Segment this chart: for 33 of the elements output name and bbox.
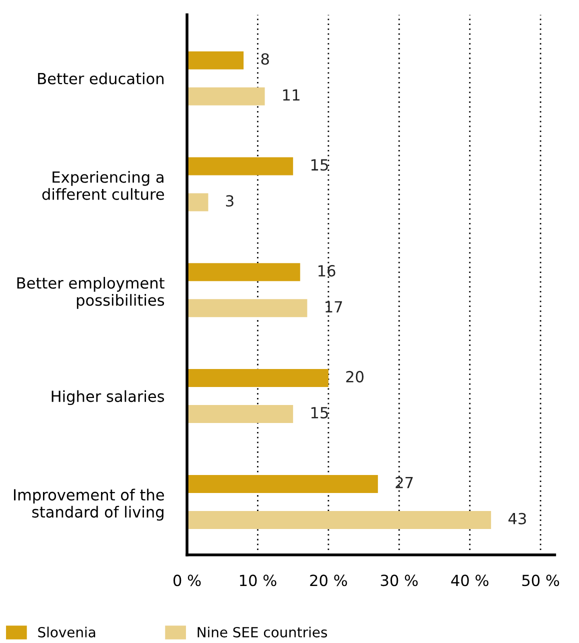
bar	[187, 87, 265, 106]
data-label: 15	[311, 159, 328, 171]
data-label: 3	[226, 195, 234, 207]
data-label: 43	[508, 512, 526, 524]
x-tick-label: 10 %	[240, 574, 276, 586]
data-label: 20	[346, 370, 364, 382]
y-tick-label: Better employment possibilities	[17, 276, 164, 309]
y-tick-label: Experiencing a different culture	[42, 171, 164, 200]
bar	[187, 193, 208, 212]
bar	[187, 405, 294, 424]
data-label: 11	[283, 89, 300, 101]
bar	[187, 157, 294, 176]
bar	[187, 299, 308, 318]
bar	[187, 510, 492, 529]
y-tick-label: Improvement of the standard of living	[14, 488, 164, 521]
legend-label: Slovenia	[38, 626, 96, 638]
data-label: 8	[261, 53, 269, 65]
bar	[187, 263, 300, 282]
x-tick-label: 30 %	[380, 574, 418, 586]
x-tick-label: 50 %	[522, 574, 560, 586]
legend-label: Nine SEE countries	[198, 626, 328, 638]
bar	[187, 474, 378, 493]
data-label: 16	[318, 265, 336, 277]
bar	[187, 369, 328, 388]
bar	[187, 51, 244, 70]
data-label: 17	[326, 301, 342, 312]
data-label: 27	[396, 476, 413, 488]
y-tick-label: Better education	[38, 72, 164, 84]
x-tick-label: 20 %	[310, 574, 347, 586]
x-tick-label: 40 %	[451, 574, 488, 586]
y-tick-label: Higher salaries	[52, 390, 164, 406]
data-label: 15	[311, 407, 328, 418]
x-tick-label: 0 %	[173, 574, 201, 586]
